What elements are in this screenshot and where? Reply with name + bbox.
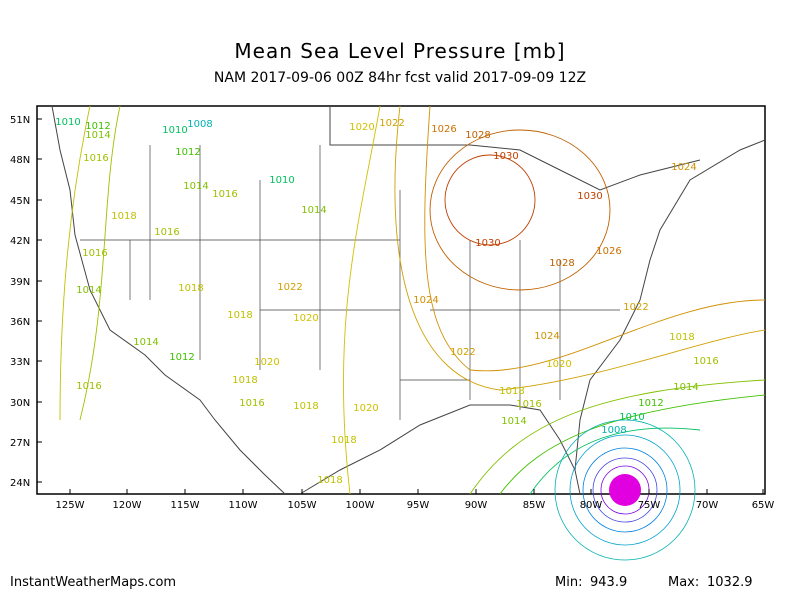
isobar-label: 1012 <box>175 147 200 158</box>
isobar-label: 1014 <box>133 337 158 348</box>
max-label: Max: <box>668 575 699 590</box>
isobar-label: 1018 <box>293 401 318 412</box>
isobar-label: 1030 <box>577 191 602 202</box>
isobar-label: 1014 <box>183 181 208 192</box>
isobar-label: 1018 <box>111 211 136 222</box>
isobar-label: 1016 <box>154 227 179 238</box>
map-frame <box>36 105 766 495</box>
isobar-label: 1014 <box>76 285 101 296</box>
lat-label: 30N <box>10 398 30 409</box>
isobar-label: 1012 <box>638 398 663 409</box>
min-label: Min: <box>555 575 582 590</box>
isobar-label: 1008 <box>187 119 212 130</box>
lon-label: 75W <box>638 500 661 511</box>
lat-label: 39N <box>10 277 30 288</box>
isobar-label: 1010 <box>619 412 644 423</box>
lon-label: 125W <box>56 500 85 511</box>
lat-label: 36N <box>10 317 30 328</box>
isobar-label: 1010 <box>269 175 294 186</box>
lon-label: 100W <box>346 500 375 511</box>
max-value: 1032.9 <box>707 575 753 590</box>
isobar-label: 1016 <box>516 399 541 410</box>
lon-label: 90W <box>465 500 488 511</box>
isobar-label: 1016 <box>212 189 237 200</box>
isobar-label: 1020 <box>353 403 378 414</box>
lon-label: 120W <box>113 500 142 511</box>
isobar-label: 1010 <box>55 117 80 128</box>
hurricane-core <box>554 419 696 561</box>
isobar-label: 1014 <box>301 205 326 216</box>
map-area: 51N 48N 45N 42N 39N 36N 33N 30N 27N 24N 125W 120W 11… <box>10 105 775 561</box>
isobar-label: 1016 <box>239 398 264 409</box>
map-title: Mean Sea Level Pressure [mb] <box>234 39 565 63</box>
isobar-label: 1022 <box>450 347 475 358</box>
isobar-label: 1018 <box>232 375 257 386</box>
min-value: 943.9 <box>590 575 627 590</box>
isobar-label: 1026 <box>431 124 456 135</box>
isobar-label: 1020 <box>254 357 279 368</box>
isobar-label: 1014 <box>673 382 698 393</box>
lon-label: 95W <box>407 500 430 511</box>
map-subtitle: NAM 2017-09-06 00Z 84hr fcst valid 2017-… <box>214 70 586 86</box>
isobar-label: 1024 <box>534 331 559 342</box>
isobar-label: 1022 <box>379 118 404 129</box>
lon-label: 115W <box>171 500 200 511</box>
isobar-label: 1010 <box>162 125 187 136</box>
lat-label: 24N <box>10 478 30 489</box>
isobar-label: 1024 <box>671 162 696 173</box>
isobar-label: 1026 <box>596 246 621 257</box>
isobar-label: 1028 <box>465 130 490 141</box>
lon-label: 110W <box>229 500 258 511</box>
lat-label: 42N <box>10 236 30 247</box>
lat-label: 48N <box>10 155 30 166</box>
isobar-label: 1008 <box>601 425 626 436</box>
coastline <box>51 105 766 495</box>
lat-label: 45N <box>10 196 30 207</box>
isobar-label: 1024 <box>413 295 438 306</box>
isobar-label: 1030 <box>475 238 500 249</box>
isobar-label: 1022 <box>277 282 302 293</box>
isobar-label: 1016 <box>83 153 108 164</box>
lon-label: 70W <box>696 500 719 511</box>
isobar-label: 1018 <box>499 386 524 397</box>
isobar-label: 1022 <box>623 302 648 313</box>
isobar-label: 1020 <box>349 122 374 133</box>
isobar-label: 1030 <box>493 151 518 162</box>
isobar-label: 1018 <box>331 435 356 446</box>
isobar-label: 1014 <box>85 130 110 141</box>
lon-label: 85W <box>523 500 546 511</box>
lat-label: 51N <box>10 115 30 126</box>
lat-label: 27N <box>10 438 30 449</box>
isobar-label: 1016 <box>693 356 718 367</box>
isobar-label: 1012 <box>85 121 110 132</box>
isobar-label: 1016 <box>82 248 107 259</box>
lon-label: 80W <box>580 500 603 511</box>
source-credit: InstantWeatherMaps.com <box>10 575 176 590</box>
isobar-label: 1020 <box>546 359 571 370</box>
isobar-label: 1012 <box>169 352 194 363</box>
isobar-label: 1018 <box>178 283 203 294</box>
isobar-label: 1018 <box>669 332 694 343</box>
lon-label: 65W <box>752 500 775 511</box>
lat-label: 33N <box>10 357 30 368</box>
isobar-label: 1016 <box>76 381 101 392</box>
lon-label: 105W <box>288 500 317 511</box>
isobar-label: 1018 <box>227 310 252 321</box>
isobar-label: 1018 <box>317 475 342 486</box>
state-borders <box>80 145 620 420</box>
isobar-label: 1028 <box>549 258 574 269</box>
isobar-label: 1020 <box>293 313 318 324</box>
isobar-label: 1014 <box>501 416 526 427</box>
